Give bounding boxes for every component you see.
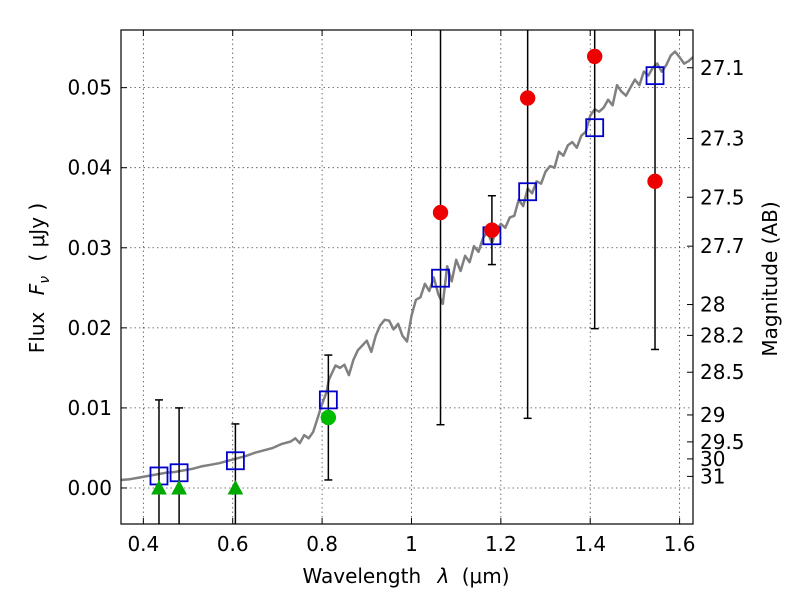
y-tick-label: 0.01 xyxy=(67,396,112,420)
x-tick-label: 1.4 xyxy=(574,532,606,556)
magnitude-tick-label: 27.5 xyxy=(700,185,745,209)
observed-photometry-circle xyxy=(519,90,536,106)
y-tick-label: 0.05 xyxy=(67,76,112,100)
model-photometry-square xyxy=(431,268,450,288)
observed-upper-limit-triangle xyxy=(227,479,244,495)
x-axis-label: Wavelength λ (μm) xyxy=(302,564,509,588)
y-axis-label-subscript: ν xyxy=(37,276,53,284)
y-tick-label: 0.03 xyxy=(67,236,112,260)
observed-upper-limit-triangle xyxy=(171,479,187,495)
observed-photometry-circle xyxy=(484,222,500,238)
magnitude-tick-label: 30 xyxy=(700,447,725,471)
x-axis-label-symbol: λ xyxy=(437,564,450,588)
observed-photometry-circle xyxy=(586,48,603,65)
y-axis-label-unit: ( μJy ) xyxy=(25,203,49,262)
y-tick-label: 0.02 xyxy=(67,316,112,340)
x-tick-label: 1.6 xyxy=(664,532,696,556)
x-axis-label-text: Wavelength xyxy=(302,564,421,588)
axes: 0.4 0.6 0.8 1 1.2 1.4 1.6 0.00 0.01 0.02 0.03 0.04 0… xyxy=(67,29,745,556)
y-axis-label-symbol: F xyxy=(25,283,49,295)
x-tick-label: 0.6 xyxy=(217,532,249,556)
model-spectrum-line xyxy=(121,50,693,482)
y-axis-label-text: Flux xyxy=(25,311,49,353)
x-tick-label: 0.8 xyxy=(306,532,338,556)
observed-photometry-circle xyxy=(320,409,337,426)
model-photometry-square xyxy=(518,182,538,202)
magnitude-tick-label: 27.7 xyxy=(700,234,745,258)
x-tick-label: 1 xyxy=(405,532,418,556)
magnitude-tick-label: 28.5 xyxy=(700,360,745,384)
magnitude-tick-label: 29.5 xyxy=(700,430,745,454)
observed-photometry-circle xyxy=(647,173,663,190)
y-tick-label: 0.04 xyxy=(67,156,112,180)
y-tick-label: 0.00 xyxy=(67,476,112,500)
magnitude-tick-label: 29 xyxy=(700,403,725,427)
plot-area xyxy=(121,30,693,524)
x-tick-label: 0.4 xyxy=(127,532,159,556)
observed-upper-limit-triangle xyxy=(151,479,167,495)
magnitude-tick-label: 27.3 xyxy=(700,126,745,150)
x-axis-label-unit: (μm) xyxy=(462,564,510,588)
plot-frame xyxy=(120,29,694,525)
magnitude-tick-label: 28 xyxy=(700,293,725,317)
model-photometry-square xyxy=(318,390,338,410)
observed-photometry-circle xyxy=(432,204,449,221)
magnitude-tick-label: 28.2 xyxy=(700,323,745,347)
right-axis-label: Magnitude (AB) xyxy=(758,201,782,356)
magnitude-tick-label: 27.1 xyxy=(700,56,745,80)
grid xyxy=(121,30,693,524)
model-photometry-square xyxy=(585,118,605,138)
model-photometry-square xyxy=(225,451,245,471)
magnitude-tick-label: 31 xyxy=(700,464,725,488)
y-axis-label: Flux Fν ( μJy ) xyxy=(25,203,54,353)
x-tick-label: 1.2 xyxy=(485,532,517,556)
model-photometry-square xyxy=(645,66,665,86)
